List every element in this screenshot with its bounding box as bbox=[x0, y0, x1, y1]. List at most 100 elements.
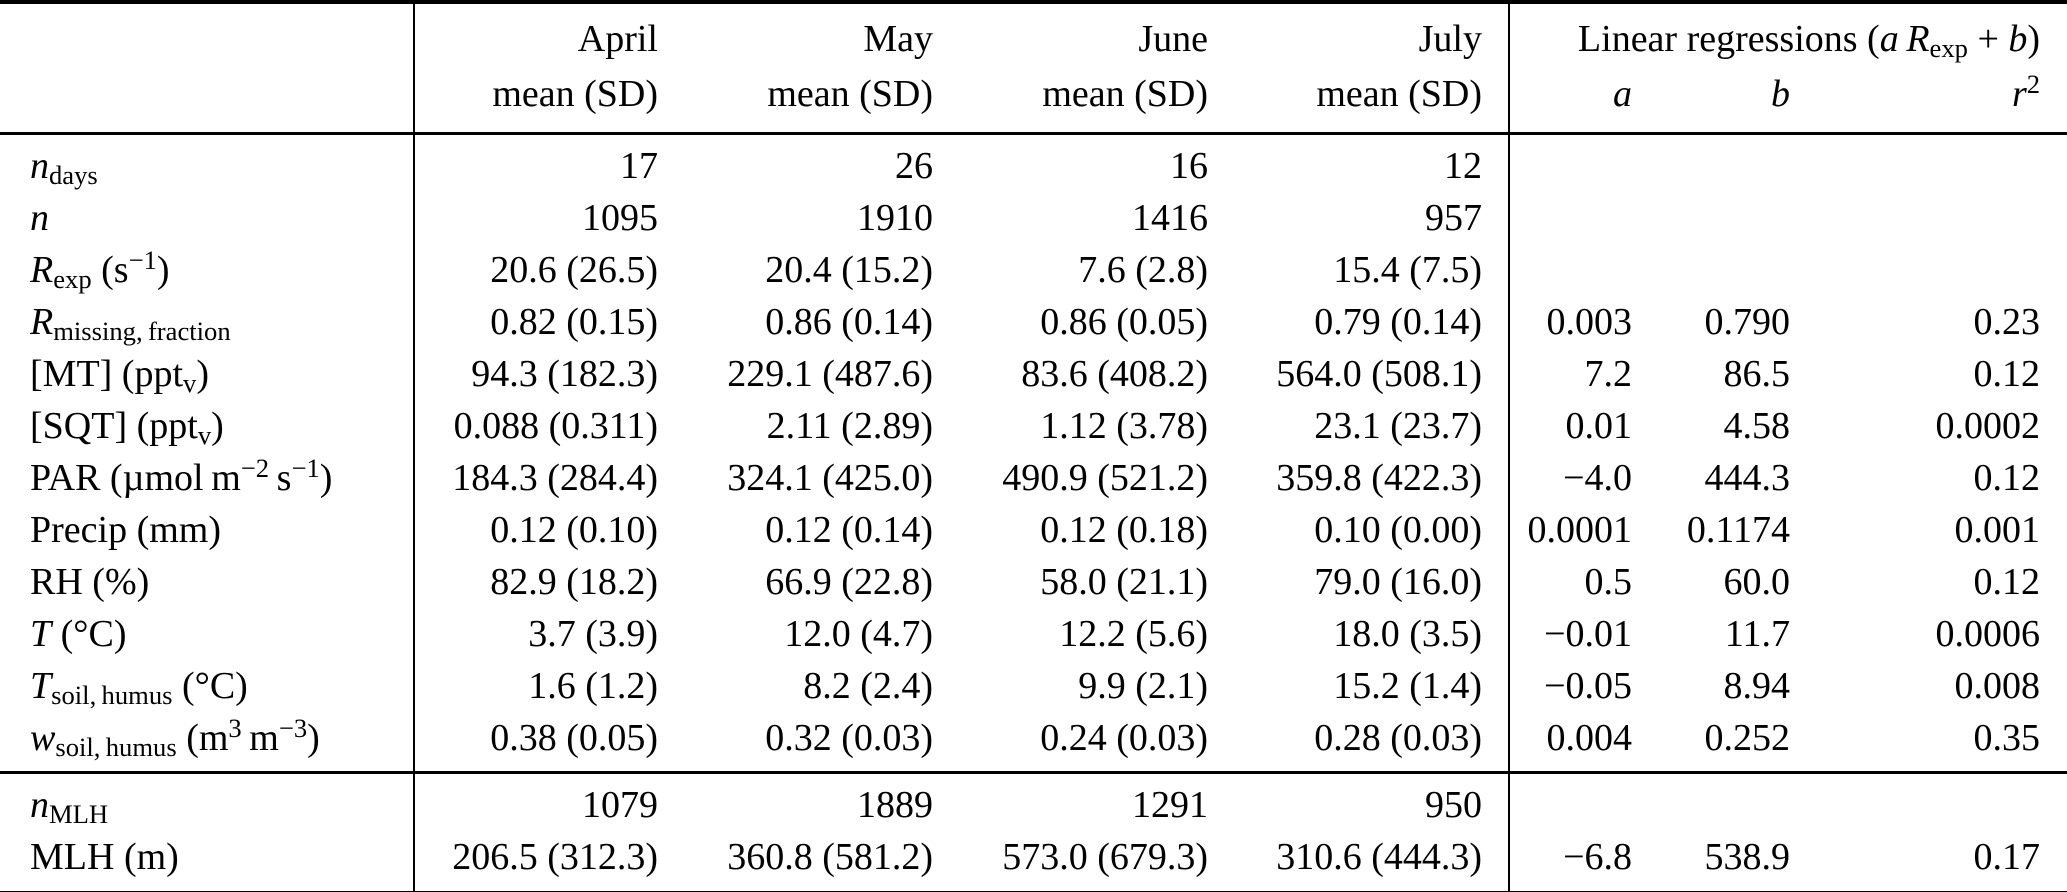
header-may: May bbox=[863, 18, 933, 60]
cell-april: 0.088 (0.311) bbox=[413, 400, 658, 452]
cell-b: 11.7 bbox=[1724, 613, 1790, 655]
cell-may: 1889 bbox=[857, 784, 933, 826]
cell-b bbox=[1632, 244, 1790, 296]
cell-july: 0.79 (0.14) bbox=[1314, 301, 1482, 343]
cell-july: 310.6 (444.3) bbox=[1276, 836, 1482, 878]
table-row: RH (%) 82.9 (18.2) 66.9 (22.8) 58.0 (21.1) 7… bbox=[0, 556, 2067, 608]
cell-april: 3.7 (3.9) bbox=[413, 608, 658, 660]
cell-april: 94.3 (182.3) bbox=[413, 348, 658, 400]
cell-july: 15.2 (1.4) bbox=[1333, 665, 1482, 707]
header-july-meansd: mean (SD) bbox=[1208, 67, 1509, 135]
row-label: wsoil, humus (m3 m−3) bbox=[0, 712, 414, 774]
table-body-main: ndays 17 26 16 12 n 1095 1910 1416 957 Rexp (s−1) 2… bbox=[0, 133, 2067, 774]
row-label: [MT] (pptv) bbox=[30, 353, 209, 398]
cell-a: −0.05 bbox=[1508, 660, 1632, 712]
cell-july: 564.0 (508.1) bbox=[1276, 353, 1482, 395]
cell-r2: 0.35 bbox=[1790, 712, 2067, 774]
cell-r2: 0.0002 bbox=[1935, 405, 2041, 447]
cell-r2: 0.0006 bbox=[1935, 613, 2041, 655]
table-row: [SQT] (pptv) 0.088 (0.311) 2.11 (2.89) 1.12… bbox=[0, 400, 2067, 452]
cell-a bbox=[1508, 133, 1632, 192]
header-july: July bbox=[1418, 18, 1482, 60]
cell-b: 444.3 bbox=[1704, 457, 1791, 499]
cell-b: 0.252 bbox=[1632, 712, 1790, 774]
table-row: Rexp (s−1) 20.6 (26.5) 20.4 (15.2) 7.6 (2.8… bbox=[0, 244, 2067, 296]
cell-a: −6.8 bbox=[1508, 831, 1632, 892]
cell-r2 bbox=[1790, 244, 2067, 296]
row-label: Rmissing, fraction bbox=[30, 301, 231, 346]
cell-july: 12 bbox=[1444, 145, 1482, 187]
header-june-meansd: mean (SD) bbox=[933, 67, 1208, 135]
header-april: April bbox=[413, 2, 658, 67]
cell-a bbox=[1508, 192, 1632, 244]
cell-june: 7.6 (2.8) bbox=[1078, 249, 1208, 291]
cell-may: 0.12 (0.14) bbox=[765, 509, 933, 551]
cell-july: 15.4 (7.5) bbox=[1333, 249, 1482, 291]
cell-b: 538.9 bbox=[1704, 836, 1791, 878]
table-body-mlh: nMLH 1079 1889 1291 950 MLH (m) 206.5 (312.3) 3… bbox=[0, 772, 2067, 892]
cell-may: 0.86 (0.14) bbox=[765, 301, 933, 343]
table-row: n 1095 1910 1416 957 bbox=[0, 192, 2067, 244]
row-label: RH (%) bbox=[30, 561, 150, 603]
cell-may: 66.9 (22.8) bbox=[765, 561, 933, 603]
cell-april: 0.82 (0.15) bbox=[413, 296, 658, 348]
cell-a: 0.0001 bbox=[1508, 504, 1632, 556]
cell-may: 324.1 (425.0) bbox=[727, 457, 933, 499]
row-label: [SQT] (pptv) bbox=[30, 405, 224, 450]
cell-a bbox=[1508, 772, 1632, 831]
cell-july: 0.28 (0.03) bbox=[1208, 712, 1509, 774]
cell-june: 1.12 (3.78) bbox=[1040, 405, 1208, 447]
cell-b: 4.58 bbox=[1723, 405, 1791, 447]
table-row: PAR (µmol m−2 s−1) 184.3 (284.4) 324.1 (42… bbox=[0, 452, 2067, 504]
row-label: n bbox=[30, 197, 49, 239]
cell-r2: 0.008 bbox=[1954, 665, 2041, 707]
cell-may: 12.0 (4.7) bbox=[784, 613, 933, 655]
table-row: T (°C) 3.7 (3.9) 12.0 (4.7) 12.2 (5.6) 18.0 … bbox=[0, 608, 2067, 660]
header-may-meansd: mean (SD) bbox=[658, 67, 933, 135]
cell-june: 9.9 (2.1) bbox=[1078, 665, 1208, 707]
header-linear-regressions: Linear regressions (a Rexp + b) bbox=[1507, 2, 2067, 67]
cell-july: 957 bbox=[1425, 197, 1482, 239]
cell-r2 bbox=[1790, 192, 2067, 244]
cell-b: 60.0 bbox=[1723, 561, 1791, 603]
table-row: MLH (m) 206.5 (312.3) 360.8 (581.2) 573.0 (… bbox=[0, 831, 2067, 892]
table-row: Precip (mm) 0.12 (0.10) 0.12 (0.14) 0.12 (0… bbox=[0, 504, 2067, 556]
cell-april: 82.9 (18.2) bbox=[413, 556, 658, 608]
cell-may: 8.2 (2.4) bbox=[803, 665, 933, 707]
header-row-months: April May June July Linear regressions (… bbox=[0, 2, 2067, 67]
cell-r2 bbox=[1790, 773, 2067, 832]
header-april-meansd: mean (SD) bbox=[413, 67, 658, 135]
cell-r2: 0.12 bbox=[1973, 353, 2041, 395]
cell-a: 0.01 bbox=[1508, 400, 1632, 452]
cell-r2 bbox=[1790, 134, 2067, 193]
cell-may: 2.11 (2.89) bbox=[766, 405, 933, 447]
header-col-r2: r2 bbox=[1790, 67, 2067, 135]
cell-may: 229.1 (487.6) bbox=[727, 353, 933, 395]
cell-june: 0.86 (0.05) bbox=[1040, 301, 1208, 343]
cell-june: 1416 bbox=[1132, 197, 1208, 239]
cell-r2: 0.23 bbox=[1973, 301, 2041, 343]
cell-a bbox=[1508, 244, 1632, 296]
row-label: Precip (mm) bbox=[30, 509, 222, 551]
cell-r2: 0.001 bbox=[1954, 509, 2041, 551]
row-label: Tsoil, humus (°C) bbox=[30, 665, 248, 710]
cell-may: 360.8 (581.2) bbox=[727, 836, 933, 878]
cell-june: 12.2 (5.6) bbox=[1059, 613, 1208, 655]
header-col-a: a bbox=[1508, 67, 1632, 135]
cell-a: 0.5 bbox=[1508, 556, 1632, 608]
cell-may: 20.4 (15.2) bbox=[765, 249, 933, 291]
cell-b bbox=[1632, 773, 1790, 832]
table-row: ndays 17 26 16 12 bbox=[0, 133, 2067, 193]
cell-a: 7.2 bbox=[1508, 348, 1632, 400]
cell-b: 86.5 bbox=[1723, 353, 1791, 395]
header-june: June bbox=[1138, 18, 1208, 60]
cell-july: 23.1 (23.7) bbox=[1314, 405, 1482, 447]
header-col-b: b bbox=[1632, 67, 1790, 135]
table-row: wsoil, humus (m3 m−3) 0.38 (0.05) 0.32 (0.… bbox=[0, 712, 2067, 774]
table-row: Rmissing, fraction 0.82 (0.15) 0.86 (0.14)… bbox=[0, 296, 2067, 348]
cell-may: 1910 bbox=[857, 197, 933, 239]
cell-may: 26 bbox=[895, 145, 933, 187]
cell-june: 16 bbox=[1170, 145, 1208, 187]
cell-b bbox=[1632, 192, 1790, 244]
